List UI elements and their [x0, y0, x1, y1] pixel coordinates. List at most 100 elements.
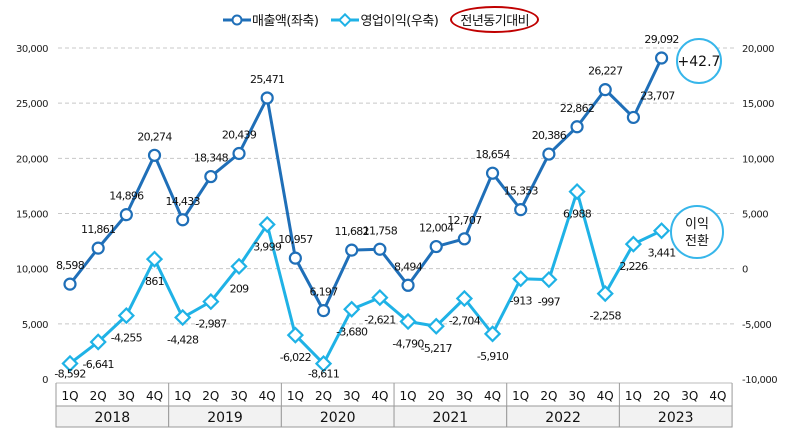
data-label: -2,704	[449, 315, 481, 328]
profit-point	[230, 257, 248, 275]
revenue-point	[485, 166, 500, 180]
profit-point	[652, 222, 671, 240]
data-label: 12,004	[419, 222, 454, 235]
revenue-point	[147, 148, 162, 162]
profit-point	[483, 325, 502, 343]
revenue-point	[288, 251, 302, 265]
series-line-revenue	[68, 57, 663, 313]
legend-item-revenue: 매출액(좌축)	[222, 10, 319, 29]
revenue-point	[598, 83, 612, 97]
legend: 매출액(좌축) 영업이익(우축) 전년동기대비	[222, 6, 540, 33]
data-label: 3,441	[648, 247, 676, 260]
data-label: -5,910	[477, 350, 509, 363]
profit-point	[61, 354, 79, 373]
y-left-tick-label: 5,000	[22, 320, 48, 331]
profit-point	[343, 300, 361, 318]
year-label: 2022	[545, 410, 581, 426]
series-line-profit	[69, 190, 663, 366]
data-label: 22,862	[560, 102, 594, 115]
circle-marker-icon	[223, 14, 251, 25]
y-left-tick-label: 25,000	[16, 99, 48, 110]
data-label: -2,987	[195, 318, 227, 331]
data-label: 20,274	[137, 130, 172, 143]
profit-point	[202, 292, 220, 311]
legend-label: 매출액(좌축)	[252, 14, 319, 29]
data-label: 29,092	[644, 33, 678, 46]
profit-point	[174, 308, 192, 327]
data-label: 10,957	[278, 233, 313, 246]
profit-point	[258, 215, 276, 234]
x-tick-label: 4Q	[146, 389, 163, 403]
revenue-point	[345, 243, 359, 257]
revenue-point	[260, 91, 274, 105]
y-right-tick-label: -10,000	[742, 375, 777, 386]
y-left-tick-label: 30,000	[16, 44, 48, 55]
x-tick-label: 3Q	[230, 389, 247, 403]
legend-label: 영업이익(우축)	[360, 14, 439, 29]
data-label: 23,707	[640, 89, 675, 102]
profit-point	[145, 250, 164, 268]
data-label: 8,598	[56, 259, 85, 272]
data-label: 2,226	[619, 260, 648, 273]
x-tick-label: 2Q	[428, 389, 445, 403]
y-right-tick-label: 10,000	[742, 154, 774, 165]
profit-point	[540, 271, 558, 289]
data-label: -8,611	[308, 368, 339, 381]
x-tick-label: 3Q	[456, 389, 473, 403]
data-label: 18,348	[194, 152, 229, 165]
x-tick-label: 4Q	[259, 389, 276, 403]
profit-point	[399, 312, 417, 331]
y-right-tick-label: 0	[742, 265, 748, 276]
x-tick-label: 2Q	[315, 389, 332, 403]
profit-point	[371, 288, 389, 307]
y-left-tick-label: 20,000	[16, 154, 48, 165]
data-label: 11,682	[335, 225, 369, 238]
x-tick-label: 2Q	[653, 389, 670, 403]
y-right-tick-label: 5,000	[742, 210, 768, 221]
diamond-marker-icon	[331, 12, 360, 27]
data-label: 15,353	[504, 185, 539, 198]
revenue-point	[654, 51, 669, 65]
revenue-point	[570, 120, 584, 134]
year-label: 2019	[207, 410, 243, 426]
x-tick-label: 4Q	[371, 389, 388, 403]
x-tick-label: 3Q	[569, 389, 586, 403]
yoy-note: 전년동기대비	[450, 6, 540, 33]
legend-item-profit: 영업이익(우축)	[330, 10, 439, 29]
profit-point	[314, 355, 333, 373]
data-label: 11,758	[363, 224, 398, 237]
yoy-annotation: +42.7	[678, 54, 721, 70]
revenue-point	[91, 241, 105, 255]
data-label: 861	[145, 275, 164, 288]
revenue-point	[204, 169, 218, 184]
x-tick-label: 3Q	[118, 389, 135, 403]
revenue-point	[542, 147, 556, 161]
revenue-point	[373, 242, 387, 256]
revenue-point	[119, 208, 133, 222]
data-label: 209	[230, 282, 250, 295]
year-label: 2020	[320, 410, 356, 426]
x-tick-label: 1Q	[61, 389, 78, 403]
profit-point	[512, 270, 530, 288]
profit-point	[427, 317, 445, 335]
y-left-tick-label: 10,000	[16, 265, 48, 276]
x-tick-label: 1Q	[287, 389, 304, 403]
data-label: -997	[538, 296, 561, 309]
data-label: -3,680	[336, 325, 368, 338]
year-label: 2021	[433, 410, 469, 426]
revenue-point	[429, 239, 443, 254]
profit-point	[89, 333, 107, 351]
revenue-point	[626, 110, 641, 125]
year-label: 2018	[95, 410, 131, 426]
y-left-tick-label: 0	[42, 375, 48, 386]
turnaround-annotation: 전환	[685, 234, 709, 249]
data-label: 14,433	[166, 195, 201, 208]
revenue-point	[401, 278, 415, 292]
data-label: 3,999	[253, 241, 282, 254]
data-label: 18,654	[475, 148, 510, 161]
data-label: 8,494	[394, 260, 423, 273]
data-label: 6,988	[563, 208, 592, 221]
data-label: 20,386	[532, 129, 567, 142]
data-label: -4,428	[167, 334, 199, 347]
